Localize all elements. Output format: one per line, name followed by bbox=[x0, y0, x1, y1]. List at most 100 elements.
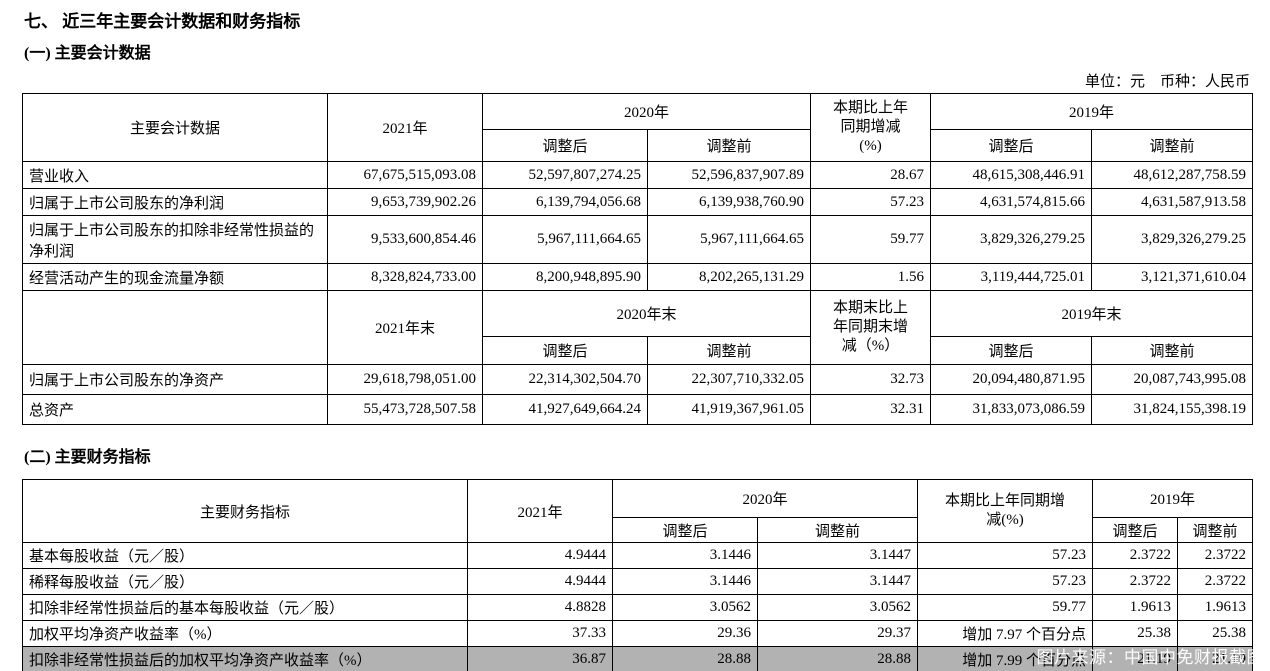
value-cell: 3.1446 bbox=[612, 568, 758, 595]
value-cell: 52,597,807,274.25 bbox=[482, 161, 648, 189]
t2-header-2020-before: 调整前 bbox=[756, 517, 919, 543]
row-label: 经营活动产生的现金流量净额 bbox=[22, 263, 328, 291]
value-cell: 31,824,155,398.19 bbox=[1091, 394, 1254, 425]
t1-header-2020: 2020年 bbox=[481, 93, 812, 130]
value-cell: 41,919,367,961.05 bbox=[646, 394, 812, 425]
value-cell: 2.3722 bbox=[1177, 542, 1254, 569]
t1-header-2021: 2021年 bbox=[327, 93, 483, 162]
value-cell: 3,829,326,279.25 bbox=[930, 215, 1093, 264]
row-label: 加权平均净资产收益率（%） bbox=[22, 620, 468, 647]
t2-header-label: 主要财务指标 bbox=[22, 479, 468, 543]
t1-header-row-1: 主要会计数据 2021年 2020年 本期比上年 同期增减 (%) 2019年 bbox=[22, 93, 1254, 162]
row-label: 营业收入 bbox=[22, 161, 328, 189]
value-cell: 32.73 bbox=[810, 364, 932, 395]
value-cell: 22,307,710,332.05 bbox=[646, 364, 812, 395]
value-cell: 57.23 bbox=[810, 188, 932, 216]
value-cell: 3.1446 bbox=[612, 542, 758, 569]
row-label: 归属于上市公司股东的净利润 bbox=[22, 188, 328, 216]
value-cell: 3.0562 bbox=[612, 594, 758, 621]
value-cell: 29,618,798,051.00 bbox=[327, 364, 483, 395]
t1-header2-2020-before: 调整前 bbox=[646, 336, 812, 365]
value-cell: 4,631,574,815.66 bbox=[930, 188, 1093, 216]
unit-note: 单位：元 币种：人民币 bbox=[1084, 74, 1250, 90]
value-cell: 37.33 bbox=[467, 620, 613, 647]
table-row: 营业收入 67,675,515,093.08 52,597,807,274.25… bbox=[22, 161, 1254, 189]
t1-header-row-2: 调整后 调整前 调整后 调整前 bbox=[23, 129, 1254, 162]
value-cell: 3.1447 bbox=[756, 568, 919, 595]
t1-header-2019-adjusted: 调整后 bbox=[930, 129, 1093, 162]
financial-indicators-table: 主要财务指标 2021年 2020年 本期比上年同期增 减(%) 2019年 调… bbox=[22, 479, 1254, 671]
table-row-highlighted: 扣除非经常性损益后的加权平均净资产收益率（%） 36.87 28.88 28.8… bbox=[22, 646, 1254, 671]
value-cell: 41,927,649,664.24 bbox=[482, 394, 648, 425]
t2-header-change: 本期比上年同期增 减(%) bbox=[917, 479, 1094, 543]
value-cell: 3.0562 bbox=[756, 594, 919, 621]
value-cell: 28.67 bbox=[810, 161, 932, 189]
value-cell: 28.88 bbox=[756, 646, 919, 671]
value-cell: 3,121,371,610.04 bbox=[1091, 263, 1254, 291]
value-cell: 67,675,515,093.08 bbox=[327, 161, 483, 189]
t1-header2-2019-before: 调整前 bbox=[1091, 336, 1254, 365]
value-cell: 8,200,948,895.90 bbox=[482, 263, 648, 291]
t1-header2-2019: 2019年末 bbox=[930, 290, 1254, 337]
t1-header-2019-before: 调整前 bbox=[1091, 129, 1254, 162]
value-cell: 8,328,824,733.00 bbox=[327, 263, 483, 291]
t1-header2-2020: 2020年末 bbox=[481, 290, 812, 337]
t1-header-2020-before: 调整前 bbox=[646, 129, 812, 162]
t1-header-2020-adjusted: 调整后 bbox=[482, 129, 648, 162]
table-row: 稀释每股收益（元／股） 4.9444 3.1446 3.1447 57.23 2… bbox=[22, 568, 1254, 595]
row-label: 归属于上市公司股东的扣除非经常性损益的净利润 bbox=[22, 215, 328, 264]
value-cell: 3.1447 bbox=[756, 542, 919, 569]
value-cell: 4.9444 bbox=[467, 542, 613, 569]
t1-header2-2021: 2021年末 bbox=[327, 290, 483, 365]
t1-header-change: 本期比上年 同期增减 (%) bbox=[810, 93, 932, 162]
table-row: 总资产 55,473,728,507.58 41,927,649,664.24 … bbox=[22, 394, 1254, 425]
value-cell: 4,631,587,913.58 bbox=[1091, 188, 1254, 216]
table-row: 归属于上市公司股东的扣除非经常性损益的净利润 9,533,600,854.46 … bbox=[22, 215, 1254, 264]
page-title: 七、 近三年主要会计数据和财务指标 bbox=[24, 12, 301, 31]
t1-header2-row-1: 2021年末 2020年末 本期末比上 年同期末增 减（%） 2019年末 bbox=[22, 290, 1254, 365]
table-row: 归属于上市公司股东的净利润 9,653,739,902.26 6,139,794… bbox=[22, 188, 1254, 216]
value-cell: 2.3722 bbox=[1177, 568, 1254, 595]
t2-header-row-1: 主要财务指标 2021年 2020年 本期比上年同期增 减(%) 2019年 bbox=[22, 479, 1254, 543]
value-cell: 3,119,444,725.01 bbox=[930, 263, 1093, 291]
value-cell: 5,967,111,664.65 bbox=[646, 215, 812, 264]
section1-heading: (一) 主要会计数据 bbox=[24, 45, 151, 62]
t2-header-row-2: 调整后 调整前 调整后 调整前 bbox=[23, 517, 1254, 543]
row-label: 扣除非经常性损益后的加权平均净资产收益率（%） bbox=[22, 646, 468, 671]
image-source-watermark: 图片来源：中国中免财报截图 bbox=[1036, 648, 1264, 667]
value-cell: 21.19 bbox=[1177, 646, 1254, 671]
value-cell: 2.3722 bbox=[1092, 568, 1179, 595]
value-cell: 4.9444 bbox=[467, 568, 613, 595]
value-cell: 25.38 bbox=[1177, 620, 1254, 647]
value-cell: 增加 7.99 个百分点 bbox=[917, 646, 1094, 671]
table-row: 基本每股收益（元／股） 4.9444 3.1446 3.1447 57.23 2… bbox=[22, 542, 1254, 569]
value-cell: 1.56 bbox=[810, 263, 932, 291]
row-label: 基本每股收益（元／股） bbox=[22, 542, 468, 569]
table-row: 经营活动产生的现金流量净额 8,328,824,733.00 8,200,948… bbox=[22, 263, 1254, 291]
value-cell: 57.23 bbox=[917, 542, 1094, 569]
section2-heading: (二) 主要财务指标 bbox=[24, 449, 151, 466]
t2-header-2020-adjusted: 调整后 bbox=[612, 517, 758, 543]
t2-header-2019-before: 调整前 bbox=[1177, 517, 1254, 543]
value-cell: 28.88 bbox=[612, 646, 758, 671]
table-row: 加权平均净资产收益率（%） 37.33 29.36 29.37 增加 7.97 … bbox=[22, 620, 1254, 647]
value-cell: 59.77 bbox=[810, 215, 932, 264]
table-row: 归属于上市公司股东的净资产 29,618,798,051.00 22,314,3… bbox=[22, 364, 1254, 395]
row-label: 稀释每股收益（元／股） bbox=[22, 568, 468, 595]
value-cell: 48,612,287,758.59 bbox=[1091, 161, 1254, 189]
table-row: 扣除非经常性损益后的基本每股收益（元／股） 4.8828 3.0562 3.05… bbox=[22, 594, 1254, 621]
value-cell: 1.9613 bbox=[1092, 594, 1179, 621]
value-cell: 20,087,743,995.08 bbox=[1091, 364, 1254, 395]
value-cell: 1.9613 bbox=[1177, 594, 1254, 621]
value-cell: 6,139,794,056.68 bbox=[482, 188, 648, 216]
value-cell: 55,473,728,507.58 bbox=[327, 394, 483, 425]
value-cell: 21.19 bbox=[1092, 646, 1179, 671]
value-cell: 4.8828 bbox=[467, 594, 613, 621]
value-cell: 3,829,326,279.25 bbox=[1091, 215, 1254, 264]
row-label: 总资产 bbox=[22, 394, 328, 425]
value-cell: 48,615,308,446.91 bbox=[930, 161, 1093, 189]
value-cell: 36.87 bbox=[467, 646, 613, 671]
value-cell: 9,653,739,902.26 bbox=[327, 188, 483, 216]
value-cell: 29.36 bbox=[612, 620, 758, 647]
value-cell: 52,596,837,907.89 bbox=[646, 161, 812, 189]
